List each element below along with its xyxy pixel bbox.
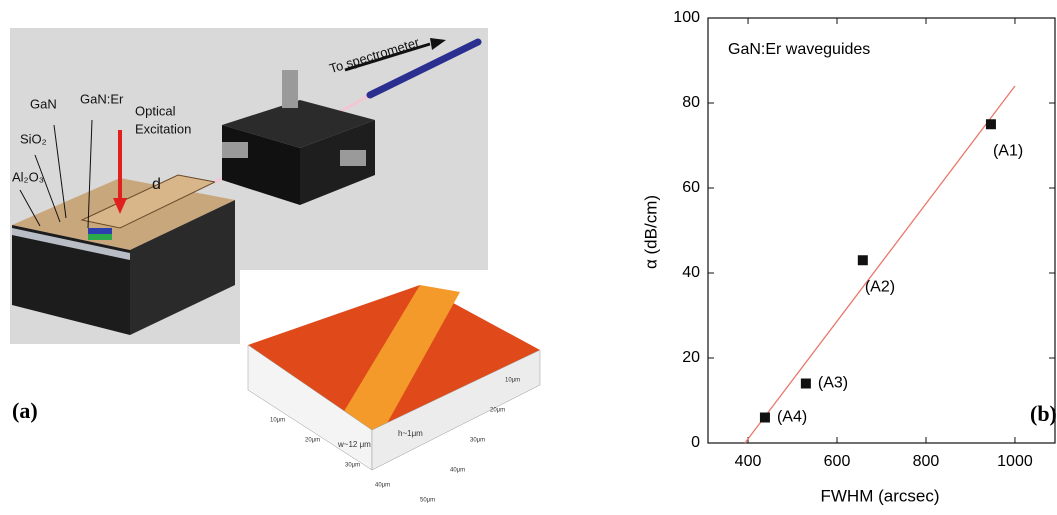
data-point: [760, 413, 770, 423]
point-label: (A2): [865, 278, 895, 295]
plot-frame: [708, 18, 1055, 443]
excitation-label: Optical: [135, 103, 176, 118]
width-label: d: [152, 176, 161, 193]
y-tick-label: 100: [673, 9, 700, 26]
afm-tick-label: 20μm: [305, 438, 320, 444]
y-tick-label: 40: [682, 264, 700, 281]
x-tick-label: 600: [824, 453, 851, 470]
y-axis-label: α (dB/cm): [641, 195, 660, 269]
y-tick-label: 60: [682, 179, 700, 196]
panel-b: GaN:Er waveguides (b) FWHM (arcsec) α (d…: [641, 9, 1056, 505]
y-tick-label: 0: [691, 434, 700, 451]
excitation-label: Excitation: [135, 121, 191, 136]
panel-a: To spectrometer GaN GaN:Er Optical Excit…: [10, 28, 540, 504]
mount-knob: [222, 142, 248, 158]
data-point: [986, 119, 996, 129]
afm-tick-label: 30μm: [345, 463, 360, 469]
sio2-label: SiO₂: [20, 131, 47, 146]
mount-knob: [340, 150, 366, 166]
afm-tick-label: 10μm: [505, 378, 520, 384]
x-axis-label: FWHM (arcsec): [821, 486, 940, 505]
afm-tick-label: 50μm: [420, 498, 435, 504]
y-tick-label: 80: [682, 94, 700, 111]
gan-label: GaN: [30, 96, 57, 111]
data-point: [858, 255, 868, 265]
y-tick-label: 20: [682, 349, 700, 366]
point-label: (A3): [818, 375, 848, 392]
afm-tick-label: 30μm: [470, 438, 485, 444]
x-tick-label: 800: [913, 453, 940, 470]
al2o3-label: Al₂O₃: [12, 169, 44, 184]
x-tick-label: 1000: [997, 453, 1033, 470]
fit-line: [745, 86, 1015, 443]
panel-label: (b): [1030, 401, 1057, 426]
mount-knob: [282, 70, 298, 108]
point-label: (A1): [993, 142, 1023, 159]
afm-tick-label: 40μm: [375, 483, 390, 489]
afm-tick-label: 20μm: [490, 408, 505, 414]
annotation: GaN:Er waveguides: [728, 41, 870, 58]
afm-tick-label: 40μm: [450, 468, 465, 474]
gan-layer: [88, 234, 112, 240]
figure: To spectrometer GaN GaN:Er Optical Excit…: [0, 0, 1057, 510]
afm-tick-label: 10μm: [270, 418, 285, 424]
data-point: [801, 379, 811, 389]
gan-er-label: GaN:Er: [80, 91, 124, 106]
afm-width-label: w~12 μm: [337, 440, 371, 449]
afm-height-label: h~1μm: [398, 429, 423, 438]
gan-er-layer: [88, 228, 112, 234]
x-tick-label: 400: [735, 453, 762, 470]
point-label: (A4): [777, 409, 807, 426]
panel-label: (a): [12, 398, 38, 423]
